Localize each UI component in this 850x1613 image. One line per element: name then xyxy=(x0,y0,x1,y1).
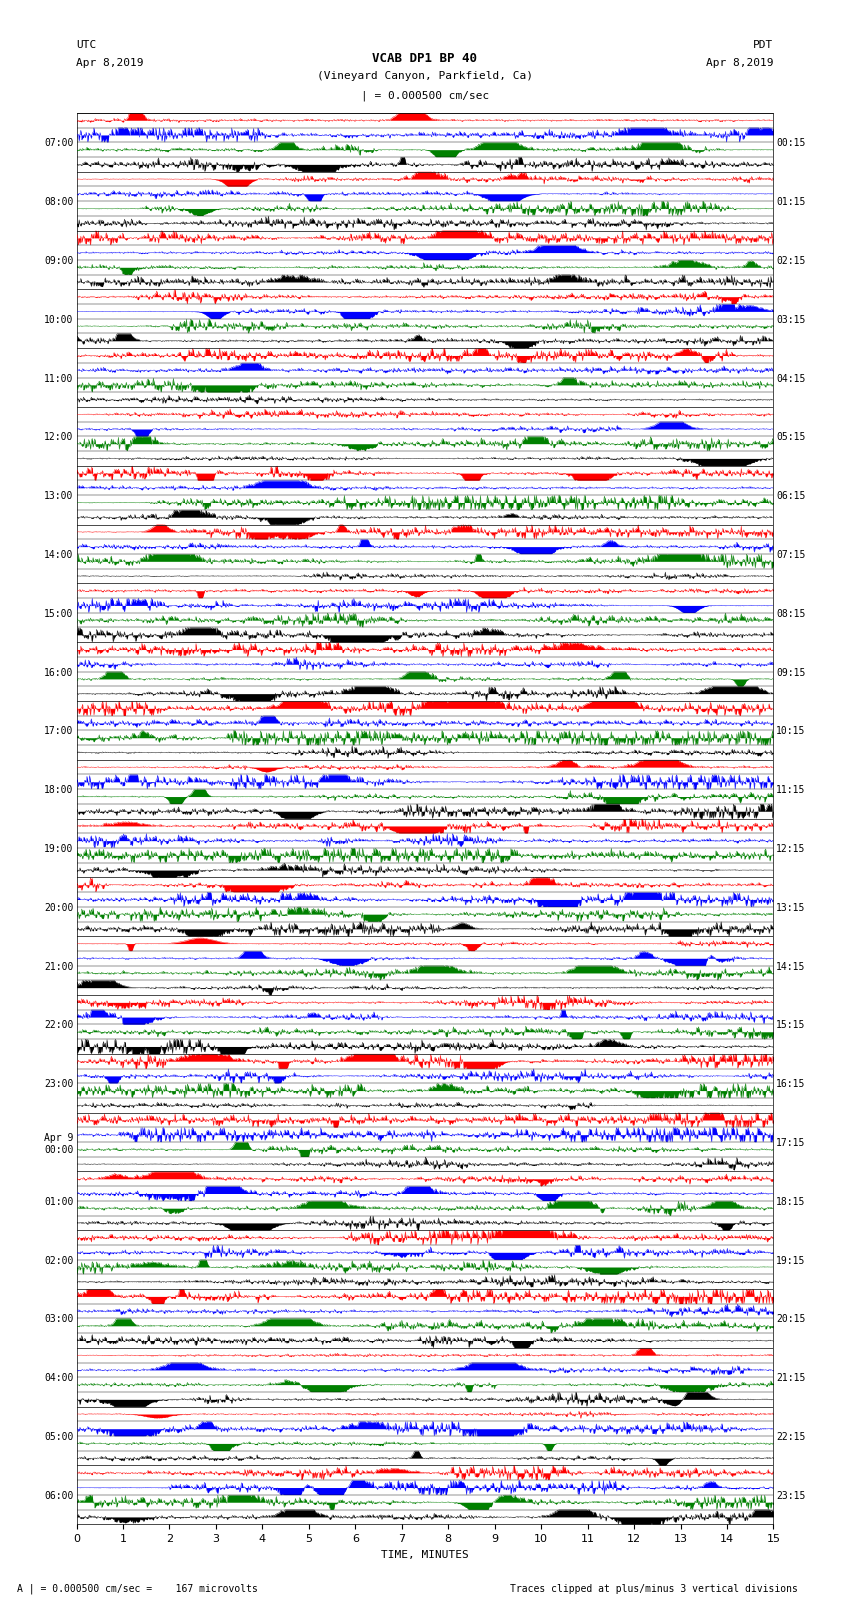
Bar xyxy=(76,1348,774,1407)
Text: UTC: UTC xyxy=(76,40,97,50)
Bar xyxy=(76,466,774,524)
Bar xyxy=(76,113,774,171)
Bar xyxy=(76,1053,774,1113)
Text: Traces clipped at plus/minus 3 vertical divisions: Traces clipped at plus/minus 3 vertical … xyxy=(510,1584,798,1594)
Text: (Vineyard Canyon, Parkfield, Ca): (Vineyard Canyon, Parkfield, Ca) xyxy=(317,71,533,81)
Bar xyxy=(76,818,774,877)
X-axis label: TIME, MINUTES: TIME, MINUTES xyxy=(381,1550,469,1560)
Bar xyxy=(76,642,774,702)
Text: Apr 8,2019: Apr 8,2019 xyxy=(706,58,774,68)
Text: Apr 8,2019: Apr 8,2019 xyxy=(76,58,144,68)
Bar xyxy=(76,289,774,348)
Bar xyxy=(76,1289,774,1348)
Bar xyxy=(76,231,774,289)
Text: PDT: PDT xyxy=(753,40,774,50)
Bar xyxy=(76,1231,774,1289)
Bar xyxy=(76,1171,774,1231)
Bar xyxy=(76,584,774,642)
Bar xyxy=(76,171,774,231)
Bar xyxy=(76,1466,774,1524)
Text: A | = 0.000500 cm/sec =    167 microvolts: A | = 0.000500 cm/sec = 167 microvolts xyxy=(17,1582,258,1594)
Bar xyxy=(76,348,774,406)
Bar xyxy=(76,1113,774,1171)
Bar xyxy=(76,995,774,1053)
Bar xyxy=(76,877,774,936)
Bar xyxy=(76,760,774,818)
Text: VCAB DP1 BP 40: VCAB DP1 BP 40 xyxy=(372,52,478,65)
Bar xyxy=(76,1407,774,1466)
Text: | = 0.000500 cm/sec: | = 0.000500 cm/sec xyxy=(361,90,489,102)
Bar xyxy=(76,702,774,760)
Bar xyxy=(76,406,774,466)
Bar xyxy=(76,936,774,995)
Bar xyxy=(76,524,774,584)
